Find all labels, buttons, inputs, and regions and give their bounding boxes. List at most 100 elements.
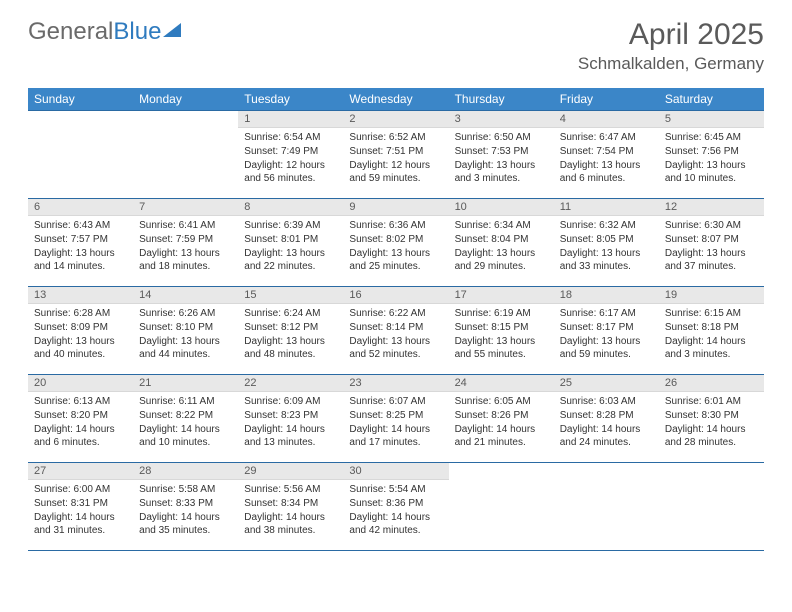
sunrise-line: Sunrise: 6:39 AM: [244, 219, 337, 232]
daylight-line: Daylight: 13 hours and 55 minutes.: [455, 335, 548, 361]
sunset-line: Sunset: 8:20 PM: [34, 409, 127, 422]
sunrise-line: Sunrise: 6:17 AM: [560, 307, 653, 320]
calendar-cell: 16Sunrise: 6:22 AMSunset: 8:14 PMDayligh…: [343, 287, 448, 375]
title-block: April 2025 Schmalkalden, Germany: [578, 18, 764, 74]
daylight-line: Daylight: 13 hours and 25 minutes.: [349, 247, 442, 273]
calendar-cell: 21 Sunrise: 6:11 AMSunset: 8:22 PMDayligh…: [133, 375, 238, 463]
sunrise-line: Sunrise: 5:56 AM: [244, 483, 337, 496]
day-body: Sunrise: 5:56 AMSunset: 8:34 PMDaylight:…: [238, 480, 343, 542]
sunrise-line: Sunrise: 6:22 AM: [349, 307, 442, 320]
day-number: 9: [343, 199, 448, 216]
day-number: 18: [554, 287, 659, 304]
sunset-line: Sunset: 8:30 PM: [665, 409, 758, 422]
logo-sail-icon: [163, 23, 181, 37]
sunrise-line: Sunrise: 6:05 AM: [455, 395, 548, 408]
sunrise-line: Sunrise: 6:11 AM: [139, 395, 232, 408]
calendar-cell: 28Sunrise: 5:58 AMSunset: 8:33 PMDayligh…: [133, 463, 238, 551]
day-number: 22: [238, 375, 343, 392]
sunrise-line: Sunrise: 6:15 AM: [665, 307, 758, 320]
day-body: Sunrise: 6:32 AMSunset: 8:05 PMDaylight:…: [554, 216, 659, 278]
sunrise-line: Sunrise: 6:41 AM: [139, 219, 232, 232]
day-body: Sunrise: 6:50 AMSunset: 7:53 PMDaylight:…: [449, 128, 554, 190]
calendar-cell: 1Sunrise: 6:54 AMSunset: 7:49 PMDaylight…: [238, 111, 343, 199]
day-body: Sunrise: 6:54 AMSunset: 7:49 PMDaylight:…: [238, 128, 343, 190]
daylight-line: Daylight: 13 hours and 10 minutes.: [665, 159, 758, 185]
calendar-row: 13Sunrise: 6:28 AMSunset: 8:09 PMDayligh…: [28, 287, 764, 375]
day-body: Sunrise: 6:15 AMSunset: 8:18 PMDaylight:…: [659, 304, 764, 366]
calendar-cell: 23Sunrise: 6:07 AMSunset: 8:25 PMDayligh…: [343, 375, 448, 463]
sunrise-line: Sunrise: 6:43 AM: [34, 219, 127, 232]
day-number: 21: [133, 375, 238, 392]
day-body: Sunrise: 6:36 AMSunset: 8:02 PMDaylight:…: [343, 216, 448, 278]
calendar-cell: 26Sunrise: 6:01 AMSunset: 8:30 PMDayligh…: [659, 375, 764, 463]
day-number: 11: [554, 199, 659, 216]
day-body: Sunrise: 6:00 AMSunset: 8:31 PMDaylight:…: [28, 480, 133, 542]
sunrise-line: Sunrise: 6:54 AM: [244, 131, 337, 144]
day-number: 19: [659, 287, 764, 304]
weekday-header: Thursday: [449, 88, 554, 111]
day-number: 4: [554, 111, 659, 128]
day-body: Sunrise: 6:47 AMSunset: 7:54 PMDaylight:…: [554, 128, 659, 190]
calendar-cell: 20Sunrise: 6:13 AMSunset: 8:20 PMDayligh…: [28, 375, 133, 463]
sunrise-line: Sunrise: 6:13 AM: [34, 395, 127, 408]
day-body: Sunrise: 6:09 AMSunset: 8:23 PMDaylight:…: [238, 392, 343, 454]
daylight-line: Daylight: 14 hours and 3 minutes.: [665, 335, 758, 361]
sunrise-line: Sunrise: 6:45 AM: [665, 131, 758, 144]
day-number: 8: [238, 199, 343, 216]
page-root: GeneralBlue April 2025 Schmalkalden, Ger…: [0, 0, 792, 551]
sunset-line: Sunset: 8:22 PM: [139, 409, 232, 422]
calendar-cell: 14Sunrise: 6:26 AMSunset: 8:10 PMDayligh…: [133, 287, 238, 375]
day-body: Sunrise: 6:05 AMSunset: 8:26 PMDaylight:…: [449, 392, 554, 454]
daylight-line: Daylight: 12 hours and 59 minutes.: [349, 159, 442, 185]
sunrise-line: Sunrise: 6:47 AM: [560, 131, 653, 144]
sunset-line: Sunset: 8:12 PM: [244, 321, 337, 334]
calendar-cell: 10Sunrise: 6:34 AMSunset: 8:04 PMDayligh…: [449, 199, 554, 287]
sunset-line: Sunset: 8:33 PM: [139, 497, 232, 510]
weekday-header: Monday: [133, 88, 238, 111]
sunrise-line: Sunrise: 6:28 AM: [34, 307, 127, 320]
sunset-line: Sunset: 7:59 PM: [139, 233, 232, 246]
sunrise-line: Sunrise: 6:30 AM: [665, 219, 758, 232]
sunset-line: Sunset: 7:49 PM: [244, 145, 337, 158]
calendar-body: 1Sunrise: 6:54 AMSunset: 7:49 PMDaylight…: [28, 111, 764, 551]
calendar-cell: 19Sunrise: 6:15 AMSunset: 8:18 PMDayligh…: [659, 287, 764, 375]
sunrise-line: Sunrise: 6:01 AM: [665, 395, 758, 408]
day-number: 13: [28, 287, 133, 304]
daylight-line: Daylight: 13 hours and 59 minutes.: [560, 335, 653, 361]
daylight-line: Daylight: 13 hours and 3 minutes.: [455, 159, 548, 185]
day-number: 10: [449, 199, 554, 216]
day-body: Sunrise: 6:19 AMSunset: 8:15 PMDaylight:…: [449, 304, 554, 366]
sunset-line: Sunset: 8:17 PM: [560, 321, 653, 334]
weekday-header: Sunday: [28, 88, 133, 111]
calendar-cell: 7Sunrise: 6:41 AMSunset: 7:59 PMDaylight…: [133, 199, 238, 287]
calendar-row: 27Sunrise: 6:00 AMSunset: 8:31 PMDayligh…: [28, 463, 764, 551]
daylight-line: Daylight: 14 hours and 17 minutes.: [349, 423, 442, 449]
day-body: Sunrise: 6:07 AMSunset: 8:25 PMDaylight:…: [343, 392, 448, 454]
day-number: 1: [238, 111, 343, 128]
calendar-cell: 5Sunrise: 6:45 AMSunset: 7:56 PMDaylight…: [659, 111, 764, 199]
daylight-line: Daylight: 13 hours and 48 minutes.: [244, 335, 337, 361]
sunset-line: Sunset: 7:54 PM: [560, 145, 653, 158]
day-number: 16: [343, 287, 448, 304]
sunset-line: Sunset: 7:51 PM: [349, 145, 442, 158]
day-body: Sunrise: 6:45 AMSunset: 7:56 PMDaylight:…: [659, 128, 764, 190]
day-body: Sunrise: 6:52 AMSunset: 7:51 PMDaylight:…: [343, 128, 448, 190]
day-number: 30: [343, 463, 448, 480]
calendar-cell: 12Sunrise: 6:30 AMSunset: 8:07 PMDayligh…: [659, 199, 764, 287]
day-number: 6: [28, 199, 133, 216]
day-body: Sunrise: 6:26 AMSunset: 8:10 PMDaylight:…: [133, 304, 238, 366]
daylight-line: Daylight: 14 hours and 6 minutes.: [34, 423, 127, 449]
daylight-line: Daylight: 14 hours and 10 minutes.: [139, 423, 232, 449]
sunrise-line: Sunrise: 6:34 AM: [455, 219, 548, 232]
calendar-cell: 6Sunrise: 6:43 AMSunset: 7:57 PMDaylight…: [28, 199, 133, 287]
sunset-line: Sunset: 8:05 PM: [560, 233, 653, 246]
daylight-line: Daylight: 14 hours and 38 minutes.: [244, 511, 337, 537]
sunrise-line: Sunrise: 6:07 AM: [349, 395, 442, 408]
daylight-line: Daylight: 13 hours and 29 minutes.: [455, 247, 548, 273]
sunset-line: Sunset: 7:53 PM: [455, 145, 548, 158]
sunrise-line: Sunrise: 5:54 AM: [349, 483, 442, 496]
sunrise-line: Sunrise: 6:03 AM: [560, 395, 653, 408]
day-number: 26: [659, 375, 764, 392]
daylight-line: Daylight: 13 hours and 22 minutes.: [244, 247, 337, 273]
sunset-line: Sunset: 8:14 PM: [349, 321, 442, 334]
